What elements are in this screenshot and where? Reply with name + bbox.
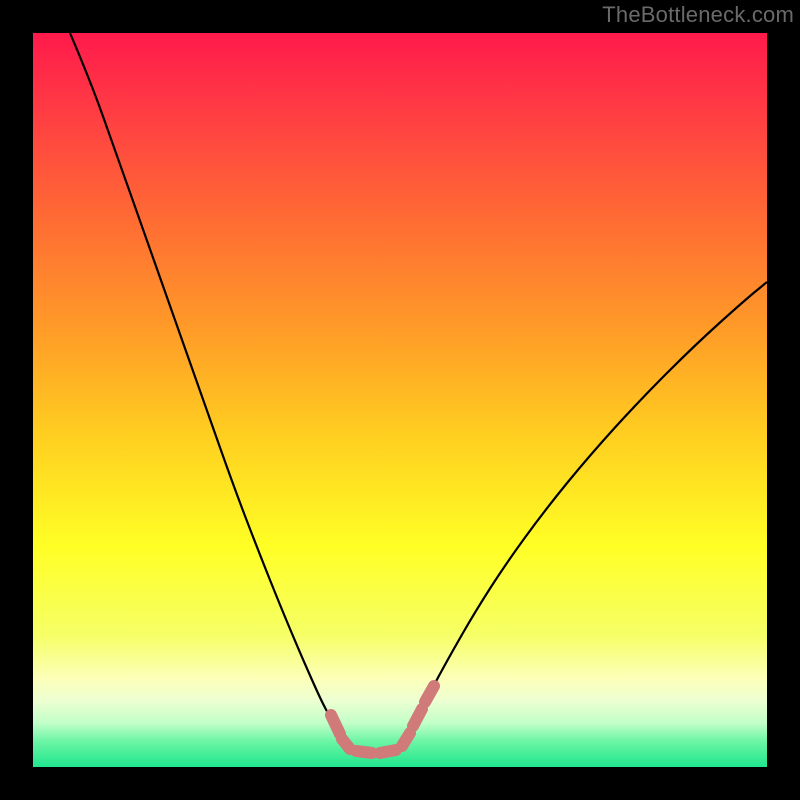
dash-segment-5 bbox=[413, 709, 422, 726]
dash-segment-3 bbox=[380, 750, 396, 753]
dash-segment-6 bbox=[425, 686, 434, 702]
watermark-text: TheBottleneck.com bbox=[602, 2, 794, 28]
chart-stage: TheBottleneck.com bbox=[0, 0, 800, 800]
dash-segment-1 bbox=[342, 739, 350, 749]
plot-area bbox=[33, 33, 767, 767]
dash-segment-2 bbox=[356, 751, 372, 753]
dash-segment-0 bbox=[331, 715, 340, 734]
curve-left bbox=[70, 33, 345, 743]
curve-right bbox=[405, 282, 767, 743]
dash-segment-4 bbox=[402, 733, 410, 746]
curve-layer bbox=[33, 33, 767, 767]
